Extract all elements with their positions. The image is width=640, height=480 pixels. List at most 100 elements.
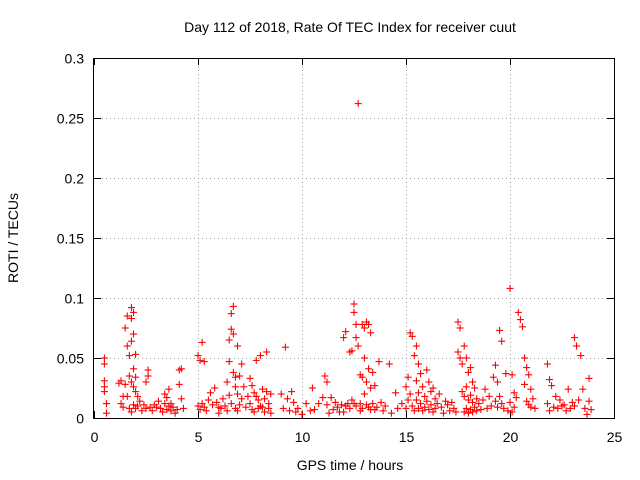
data-point	[464, 409, 472, 417]
data-point	[221, 402, 229, 410]
data-point	[333, 403, 341, 411]
data-point	[177, 395, 185, 403]
data-point	[169, 403, 177, 411]
data-point	[263, 348, 271, 356]
data-point	[354, 342, 362, 350]
data-point	[479, 396, 487, 404]
data-point	[464, 368, 472, 376]
data-point	[514, 308, 522, 316]
data-point	[125, 404, 133, 412]
data-point	[157, 404, 165, 412]
data-point	[121, 324, 129, 332]
data-point	[350, 308, 358, 316]
data-point	[138, 407, 146, 415]
data-point	[462, 354, 470, 362]
data-point	[223, 407, 231, 415]
data-point	[130, 330, 138, 338]
data-point	[568, 398, 576, 406]
data-point	[206, 389, 214, 397]
data-point	[125, 352, 133, 360]
chart-title: Day 112 of 2018, Rate Of TEC Index for r…	[184, 19, 516, 35]
data-point	[196, 356, 204, 364]
data-point	[414, 389, 422, 397]
data-point	[365, 365, 373, 373]
data-point	[130, 383, 138, 391]
data-point	[196, 406, 204, 414]
data-point	[344, 400, 352, 408]
data-point	[473, 395, 481, 403]
data-point	[408, 332, 416, 340]
data-point	[506, 284, 514, 292]
data-point	[250, 389, 258, 397]
data-point	[142, 404, 150, 412]
data-point	[552, 392, 560, 400]
data-point	[281, 343, 289, 351]
data-point	[236, 372, 244, 380]
data-point	[159, 408, 167, 416]
data-point	[356, 400, 364, 408]
data-point	[286, 407, 294, 415]
data-point	[573, 342, 581, 350]
data-point	[252, 356, 260, 364]
data-point	[452, 408, 460, 416]
data-point	[491, 361, 499, 369]
data-point	[100, 360, 108, 368]
y-tick-label: 0.3	[65, 51, 85, 67]
data-point	[504, 407, 512, 415]
data-point	[458, 360, 466, 368]
data-point	[462, 383, 470, 391]
data-point	[516, 316, 524, 324]
y-axis-ticks: 0 0.05 0.1 0.15 0.2 0.25 0.3	[57, 51, 614, 427]
data-point	[225, 358, 233, 366]
data-point	[437, 403, 445, 411]
data-point	[123, 312, 131, 320]
data-point	[423, 366, 431, 374]
data-point	[261, 408, 269, 416]
data-point	[367, 329, 375, 337]
data-point	[163, 406, 171, 414]
data-point	[100, 377, 108, 385]
data-point	[234, 342, 242, 350]
data-point	[167, 400, 175, 408]
data-point	[127, 337, 135, 345]
data-point	[227, 325, 235, 333]
data-point	[323, 401, 331, 409]
data-point	[132, 373, 140, 381]
data-point	[267, 409, 275, 417]
data-point	[546, 407, 554, 415]
data-point	[496, 392, 504, 400]
data-point	[529, 395, 537, 403]
data-point	[387, 409, 395, 417]
data-point	[140, 401, 148, 409]
data-point	[456, 354, 464, 362]
data-point	[491, 397, 499, 405]
y-tick-label: 0.1	[65, 291, 85, 307]
x-axis-ticks: 0 5 10 15 20 25	[91, 58, 622, 445]
data-point	[236, 401, 244, 409]
data-point	[431, 404, 439, 412]
data-point	[564, 385, 572, 393]
y-tick-label: 0	[76, 411, 84, 427]
y-tick-label: 0.2	[65, 171, 85, 187]
data-point	[348, 396, 356, 404]
data-point	[581, 404, 589, 412]
data-point	[427, 388, 435, 396]
data-point	[471, 403, 479, 411]
data-point	[267, 390, 275, 398]
data-point	[579, 385, 587, 393]
x-tick-label: 0	[91, 429, 99, 445]
data-point	[165, 385, 173, 393]
y-tick-label: 0.15	[57, 231, 84, 247]
data-point	[525, 371, 533, 379]
data-point	[321, 372, 329, 380]
data-point	[439, 409, 447, 417]
data-point	[161, 400, 169, 408]
data-point	[234, 390, 242, 398]
data-point	[521, 380, 529, 388]
data-point	[500, 404, 508, 412]
data-point	[494, 403, 502, 411]
x-tick-label: 5	[195, 429, 203, 445]
data-point	[117, 377, 125, 385]
data-point	[473, 407, 481, 415]
